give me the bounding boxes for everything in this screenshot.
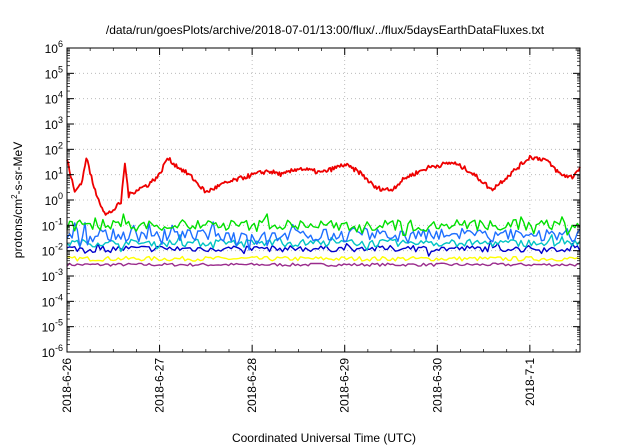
x-tick-label: 2018-6-26	[60, 358, 74, 413]
y-tick-label: 10-6	[42, 343, 63, 360]
series-line-2	[66, 255, 581, 262]
y-tick-label: 105	[45, 64, 63, 81]
x-axis-label: Coordinated Universal Time (UTC)	[232, 431, 416, 445]
x-tick-label: 2018-7-1	[523, 358, 537, 406]
y-tick-label: 10-4	[42, 292, 63, 309]
y-tick-base: 10	[45, 194, 59, 208]
y-tick-labels: 10-610-510-410-310-210-11001011021031041…	[42, 39, 63, 360]
y-tick-exponent: 6	[58, 39, 63, 49]
y-tick-exponent: 4	[58, 90, 63, 100]
grid	[67, 48, 580, 352]
y-tick-base: 10	[42, 270, 56, 284]
y-tick-base: 10	[45, 93, 59, 107]
y-tick-exponent: -6	[55, 343, 63, 353]
y-tick-exponent: 0	[58, 191, 63, 201]
x-tick-label: 2018-6-30	[430, 358, 444, 413]
y-tick-label: 102	[45, 140, 63, 157]
y-axis-label-suffix: -s-sr-MeV	[11, 142, 25, 195]
y-tick-label: 10-5	[42, 318, 63, 335]
plot-series	[66, 154, 581, 267]
y-tick-label: 10-1	[42, 216, 63, 233]
y-tick-label: 101	[45, 166, 63, 183]
series-line-7	[66, 154, 581, 216]
y-tick-exponent: -2	[55, 242, 63, 252]
y-axis-label: protons/cm2-s-sr-MeV	[10, 142, 25, 258]
y-tick-base: 10	[42, 295, 56, 309]
y-tick-label: 10-2	[42, 242, 63, 259]
y-tick-base: 10	[42, 219, 56, 233]
y-tick-base: 10	[45, 42, 59, 56]
series-line-5	[66, 221, 581, 251]
y-tick-label: 10-3	[42, 267, 63, 284]
y-axis-label-main: protons/cm	[11, 199, 25, 258]
y-tick-base: 10	[42, 321, 56, 335]
axis-ticks	[66, 47, 580, 353]
y-tick-base: 10	[42, 346, 56, 360]
y-tick-exponent: 5	[58, 64, 63, 74]
y-tick-base: 10	[45, 169, 59, 183]
y-tick-exponent: -1	[55, 216, 63, 226]
y-tick-base: 10	[45, 118, 59, 132]
y-tick-exponent: 2	[58, 140, 63, 150]
y-tick-exponent: -3	[55, 267, 63, 277]
series-line-4	[66, 234, 581, 253]
y-axis-label-superscript: 2	[10, 194, 19, 199]
chart-title: /data/run/goesPlots/archive/2018-07-01/1…	[106, 23, 545, 37]
y-tick-exponent: -5	[55, 318, 63, 328]
series-line-3	[66, 240, 581, 257]
x-tick-label: 2018-6-29	[338, 358, 352, 413]
series-line-1	[66, 262, 581, 267]
series-line-6	[66, 213, 581, 236]
y-tick-exponent: 3	[58, 115, 63, 125]
x-tick-label: 2018-6-27	[153, 358, 167, 413]
y-tick-exponent: 1	[58, 166, 63, 176]
y-tick-label: 106	[45, 39, 63, 56]
x-tick-label: 2018-6-28	[245, 358, 259, 413]
x-tick-labels: 2018-6-26 2018-6-27 2018-6-28 2018-6-29 2018…	[60, 358, 537, 413]
y-tick-label: 100	[45, 191, 63, 208]
y-tick-label: 104	[45, 90, 63, 107]
y-tick-label: 103	[45, 115, 63, 132]
y-tick-exponent: -4	[55, 292, 63, 302]
y-tick-base: 10	[42, 245, 56, 259]
y-tick-base: 10	[45, 143, 59, 157]
y-tick-base: 10	[45, 67, 59, 81]
